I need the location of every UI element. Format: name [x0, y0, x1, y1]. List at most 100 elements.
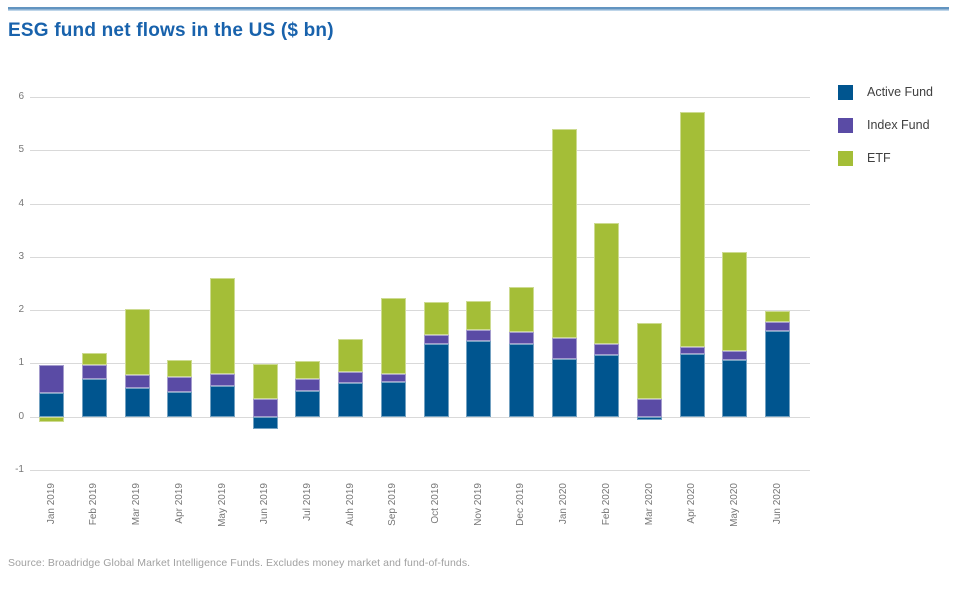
legend-swatch-icon	[838, 118, 853, 133]
legend-item-etf: ETF	[838, 151, 933, 166]
bar-segment-index-fund	[39, 365, 65, 393]
bar-segment-active-fund	[508, 343, 534, 417]
bar-segment-etf	[722, 251, 748, 351]
bar-segment-etf	[252, 363, 278, 400]
x-axis-tick-label: May 2020	[728, 483, 740, 527]
x-axis-tick-label: Jun 2020	[771, 483, 783, 525]
bar-segment-active-fund	[423, 344, 449, 417]
bar-segment-active-fund	[722, 359, 748, 417]
bar-segment-index-fund	[423, 335, 449, 345]
legend-swatch-icon	[838, 85, 853, 100]
bar-segment-etf	[466, 300, 492, 330]
source-note: Source: Broadridge Global Market Intelli…	[8, 557, 471, 569]
y-axis-tick-label: 1	[18, 357, 24, 369]
bar-segment-active-fund	[338, 382, 364, 417]
bar-segment-index-fund	[679, 346, 705, 355]
bar-segment-active-fund	[637, 416, 662, 421]
bar-segment-etf	[765, 311, 791, 323]
x-axis-tick-label: Jan 2020	[558, 483, 570, 525]
gridline-y-3	[30, 257, 810, 258]
bar-segment-active-fund	[124, 388, 150, 417]
bar-segment-index-fund	[466, 329, 492, 341]
x-axis-tick-label: Sep 2019	[387, 483, 399, 526]
bar-segment-index-fund	[210, 374, 235, 386]
bar-segment-index-fund	[765, 322, 791, 332]
bar-segment-index-fund	[167, 376, 193, 392]
y-axis-tick-label: 6	[18, 91, 24, 102]
bar-segment-index-fund	[508, 331, 534, 344]
bar-segment-index-fund	[551, 338, 577, 359]
bar-segment-active-fund	[765, 331, 791, 417]
gridline-y-2	[30, 310, 810, 311]
bar-segment-index-fund	[81, 365, 107, 380]
legend-label: Index Fund	[867, 118, 930, 133]
bar-segment-index-fund	[637, 399, 662, 417]
bar-segment-active-fund	[551, 358, 577, 417]
x-axis-tick-label: Apr 2020	[686, 483, 698, 524]
bar-segment-index-fund	[338, 372, 364, 383]
bar-segment-etf	[594, 223, 620, 344]
x-axis-tick-label: Mar 2020	[643, 483, 655, 526]
bar-segment-active-fund	[380, 382, 406, 417]
gridline-y-5	[30, 150, 810, 151]
bar-segment-active-fund	[252, 416, 278, 429]
chart-legend: Active Fund Index Fund ETF	[838, 85, 933, 166]
x-axis-tick-label: Feb 2020	[600, 483, 612, 526]
y-axis-tick-label: -1	[15, 464, 24, 475]
bar-segment-active-fund	[295, 391, 321, 417]
x-axis-tick-label: Oct 2019	[430, 483, 441, 524]
gridline-y-6	[30, 97, 810, 98]
y-axis-tick-label: 3	[18, 250, 24, 262]
bar-segment-etf	[210, 278, 235, 375]
bar-segment-index-fund	[295, 379, 321, 392]
x-axis-tick-label: Feb 2019	[88, 483, 100, 526]
top-divider-rule	[8, 7, 949, 11]
bar-segment-etf	[679, 112, 705, 347]
gridline-y-4	[30, 204, 810, 205]
legend-item-index-fund: Index Fund	[838, 118, 933, 133]
legend-swatch-icon	[838, 151, 853, 166]
bar-segment-etf	[423, 302, 449, 336]
bar-segment-index-fund	[124, 374, 150, 389]
bar-segment-active-fund	[594, 354, 620, 417]
bar-segment-etf	[167, 359, 193, 377]
y-axis-tick-label: 5	[18, 144, 24, 156]
x-axis-tick-label: May 2019	[216, 483, 228, 527]
bar-segment-etf	[338, 338, 364, 373]
x-axis-tick-label: Jun 2019	[259, 483, 271, 525]
x-axis-tick-label: Auh 2019	[344, 483, 356, 526]
bar-segment-active-fund	[39, 392, 65, 417]
bar-segment-active-fund	[167, 391, 193, 417]
bar-segment-active-fund	[210, 385, 235, 417]
x-axis-tick-label: Jul 2019	[301, 483, 313, 521]
bar-segment-index-fund	[252, 399, 278, 417]
bar-segment-etf	[380, 298, 406, 375]
bar-segment-etf	[551, 128, 577, 339]
legend-label: ETF	[867, 151, 891, 166]
bar-segment-etf	[508, 287, 534, 332]
gridline-y--1	[30, 470, 810, 471]
gridline-y-0	[30, 417, 810, 418]
bar-segment-active-fund	[81, 379, 107, 417]
bar-segment-etf	[81, 352, 107, 366]
x-axis-tick-label: Dec 2019	[515, 483, 527, 526]
x-axis-tick-label: Apr 2019	[173, 483, 185, 524]
bar-segment-etf	[295, 361, 321, 380]
x-axis-tick-label: Jan 2019	[45, 483, 57, 525]
x-axis-tick-label: Nov 2019	[472, 483, 484, 526]
bar-segment-etf	[124, 308, 150, 375]
bar-segment-active-fund	[466, 340, 492, 417]
y-axis-tick-label: 2	[18, 304, 24, 316]
bar-segment-index-fund	[594, 343, 620, 355]
y-axis-tick-label: 0	[18, 410, 24, 422]
bar-segment-index-fund	[722, 350, 748, 360]
legend-item-active-fund: Active Fund	[838, 85, 933, 100]
legend-label: Active Fund	[867, 85, 934, 100]
bar-segment-etf	[637, 322, 662, 400]
bar-segment-index-fund	[380, 374, 406, 383]
chart-title: ESG fund net flows in the US ($ bn)	[8, 20, 334, 41]
x-axis-tick-label: Mar 2019	[131, 483, 143, 526]
bar-segment-active-fund	[679, 354, 705, 417]
